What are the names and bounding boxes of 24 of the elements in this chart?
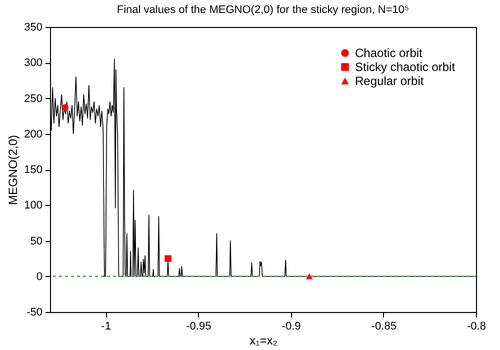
y-tick-label: 250 (24, 92, 42, 105)
y-tick-label: 350 (24, 22, 42, 34)
point (62, 104, 69, 111)
x-tick-label: -0.9 (282, 320, 301, 332)
x-tick-label: -0.95 (186, 320, 212, 332)
x-tick-label: -0.85 (371, 320, 396, 332)
y-tick-label: 200 (24, 128, 42, 140)
point (306, 273, 313, 280)
legend-label: Sticky chaotic orbit (355, 60, 456, 74)
x-tick-label: -0.8 (467, 320, 486, 332)
y-tick-label: 150 (24, 164, 42, 176)
x-axis-title: x₁=x₂ (250, 334, 278, 348)
y-tick-label: -50 (26, 306, 42, 318)
legend-label: Chaotic orbit (355, 46, 424, 60)
y-tick-label: 50 (30, 235, 42, 248)
y-tick-label: 0 (36, 270, 42, 283)
chart-title: Final values of the MEGNO(2,0) for the sticky region, N=10⁵ (116, 4, 410, 16)
y-tick-label: 300 (24, 57, 42, 70)
legend-label: Regular orbit (355, 74, 424, 88)
line-series (50, 58, 476, 277)
point (164, 255, 172, 262)
x-tick-label: -1 (101, 320, 111, 332)
y-tick-label: 100 (24, 200, 42, 212)
y-axis-title: MEGNO(2,0) (6, 134, 20, 206)
